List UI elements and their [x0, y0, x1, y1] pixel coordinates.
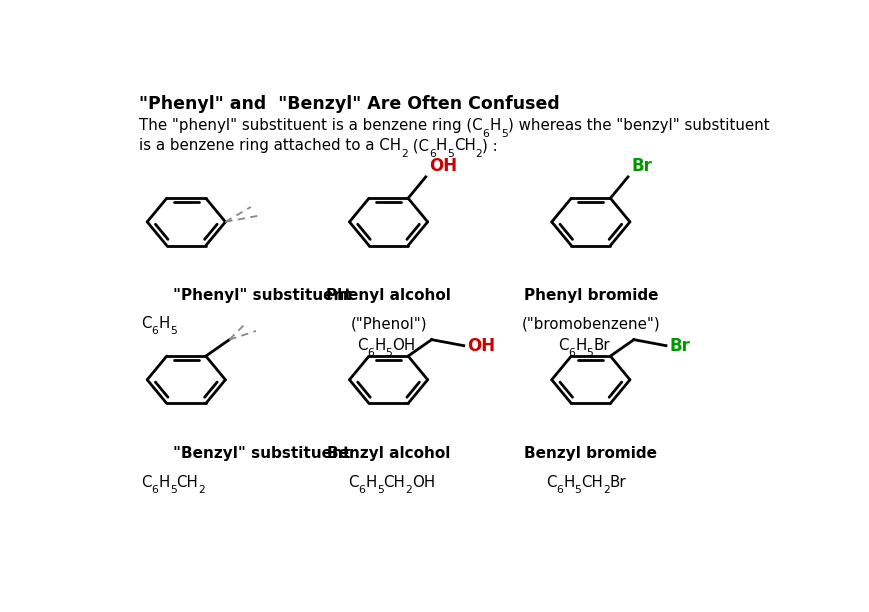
Text: C: C [141, 475, 151, 490]
Text: 6: 6 [482, 129, 489, 138]
Text: CH: CH [454, 138, 475, 154]
Text: ) :: ) : [481, 138, 497, 154]
Text: is a benzene ring attached to a CH: is a benzene ring attached to a CH [139, 138, 401, 154]
Text: OH: OH [392, 338, 415, 353]
Text: OH: OH [412, 475, 434, 490]
Text: Benzyl alcohol: Benzyl alcohol [327, 446, 450, 461]
Text: 5: 5 [169, 326, 176, 337]
Text: H: H [158, 316, 169, 331]
Text: Phenyl bromide: Phenyl bromide [523, 288, 657, 303]
Text: ) whereas the "benzyl" substituent: ) whereas the "benzyl" substituent [507, 118, 768, 133]
Text: 5: 5 [385, 348, 392, 358]
Text: 5: 5 [586, 348, 593, 358]
Text: C: C [356, 338, 367, 353]
Text: "Phenyl" substituent: "Phenyl" substituent [173, 288, 351, 303]
Text: Br: Br [631, 157, 652, 174]
Text: CH: CH [580, 475, 602, 490]
Text: 6: 6 [367, 348, 374, 358]
Text: 6: 6 [151, 485, 158, 495]
Text: OH: OH [467, 337, 494, 355]
Text: 2: 2 [475, 149, 481, 159]
Text: "Phenyl" and  "Benzyl" Are Often Confused: "Phenyl" and "Benzyl" Are Often Confused [139, 95, 559, 113]
Text: CH: CH [176, 475, 198, 490]
Text: 5: 5 [447, 149, 454, 159]
Text: H: H [435, 138, 447, 154]
Text: H: H [374, 338, 385, 353]
Text: 6: 6 [567, 348, 574, 358]
Text: 2: 2 [602, 485, 609, 495]
Text: H: H [574, 338, 586, 353]
Text: The "phenyl" substituent is a benzene ring (C: The "phenyl" substituent is a benzene ri… [139, 118, 482, 133]
Text: Br: Br [668, 337, 689, 355]
Text: C: C [348, 475, 358, 490]
Text: 2: 2 [401, 149, 408, 159]
Text: ("bromobenzene"): ("bromobenzene") [521, 316, 660, 331]
Text: Phenyl alcohol: Phenyl alcohol [326, 288, 450, 303]
Text: C: C [141, 316, 151, 331]
Text: 5: 5 [169, 485, 176, 495]
Text: Br: Br [609, 475, 626, 490]
Text: CH: CH [383, 475, 405, 490]
Text: C: C [557, 338, 567, 353]
Text: 5: 5 [574, 485, 580, 495]
Text: 6: 6 [358, 485, 365, 495]
Text: 6: 6 [151, 326, 158, 337]
Text: H: H [562, 475, 574, 490]
Text: 2: 2 [198, 485, 205, 495]
Text: H: H [365, 475, 376, 490]
Text: (C: (C [408, 138, 428, 154]
Text: 5: 5 [501, 129, 507, 138]
Text: Br: Br [593, 338, 609, 353]
Text: Benzyl bromide: Benzyl bromide [524, 446, 657, 461]
Text: "Benzyl" substituent: "Benzyl" substituent [173, 446, 349, 461]
Text: ("Phenol"): ("Phenol") [350, 316, 427, 331]
Text: 2: 2 [405, 485, 412, 495]
Text: 6: 6 [428, 149, 435, 159]
Text: H: H [158, 475, 169, 490]
Text: 5: 5 [376, 485, 383, 495]
Text: C: C [545, 475, 555, 490]
Text: H: H [489, 118, 501, 133]
Text: 6: 6 [555, 485, 562, 495]
Text: OH: OH [428, 157, 457, 174]
